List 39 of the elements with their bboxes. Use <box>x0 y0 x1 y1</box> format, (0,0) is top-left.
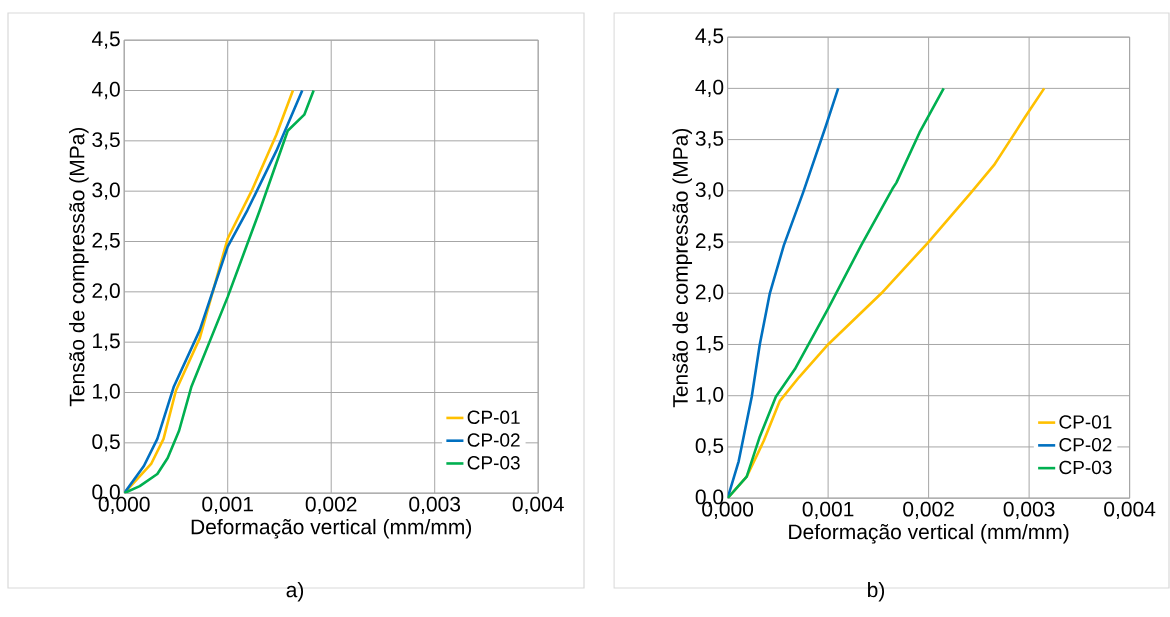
y-tick-label: 2,0 <box>92 283 120 301</box>
y-axis-title: Tensão de compressão (MPa) <box>69 127 89 407</box>
line-series <box>727 87 945 499</box>
y-tick-label: 2,5 <box>695 233 724 251</box>
x-tick-label: 0,002 <box>305 496 357 515</box>
legend-label: CP-01 <box>1059 415 1112 429</box>
y-tick-label: 3,5 <box>92 132 120 150</box>
y-tick-label: 4,5 <box>91 31 120 49</box>
x-tick-label: 0,003 <box>1003 501 1055 520</box>
y-tick-label: 2,5 <box>92 232 120 251</box>
legend-label: CP-02 <box>1059 437 1112 452</box>
y-tick-label: 4,0 <box>695 79 724 98</box>
legend-label: CP-03 <box>467 456 520 470</box>
y-tick-label: 1,0 <box>93 383 120 402</box>
x-tick-label: 0,004 <box>512 496 564 515</box>
y-tick-label: 4,5 <box>695 28 724 46</box>
y-tick-label: 0,5 <box>695 438 724 456</box>
legend-label: CP-01 <box>467 410 520 425</box>
y-tick-label: 0,5 <box>92 434 120 452</box>
x-axis-title: Deformação vertical (mm/mm) <box>789 523 1069 544</box>
x-tick-label: 0,002 <box>903 501 954 520</box>
y-tick-label: 1,5 <box>93 333 120 351</box>
y-tick-label: 1,5 <box>696 335 724 354</box>
legend-label: CP-02 <box>467 433 520 447</box>
y-tick-label: 3,0 <box>92 182 120 200</box>
x-tick-label: 0,004 <box>1104 501 1156 520</box>
y-tick-label: 4,0 <box>91 81 120 100</box>
y-tick-label: 3,5 <box>695 130 724 149</box>
x-tick-label: 0,003 <box>409 496 461 515</box>
y-axis-title: Tensão de compressão (MPa) <box>672 128 693 408</box>
legend-label: CP-03 <box>1059 460 1112 475</box>
y-tick-label: 2,0 <box>695 284 724 302</box>
y-tick-label: 1,0 <box>696 387 724 405</box>
text: a) <box>286 581 304 602</box>
x-axis-title: Deformação vertical (mm/mm) <box>191 518 472 539</box>
x-tick-label: 0,001 <box>202 496 253 515</box>
text: b) <box>868 581 885 602</box>
y-tick-label: 3,0 <box>695 182 724 200</box>
x-tick-label: 0,001 <box>802 501 854 520</box>
